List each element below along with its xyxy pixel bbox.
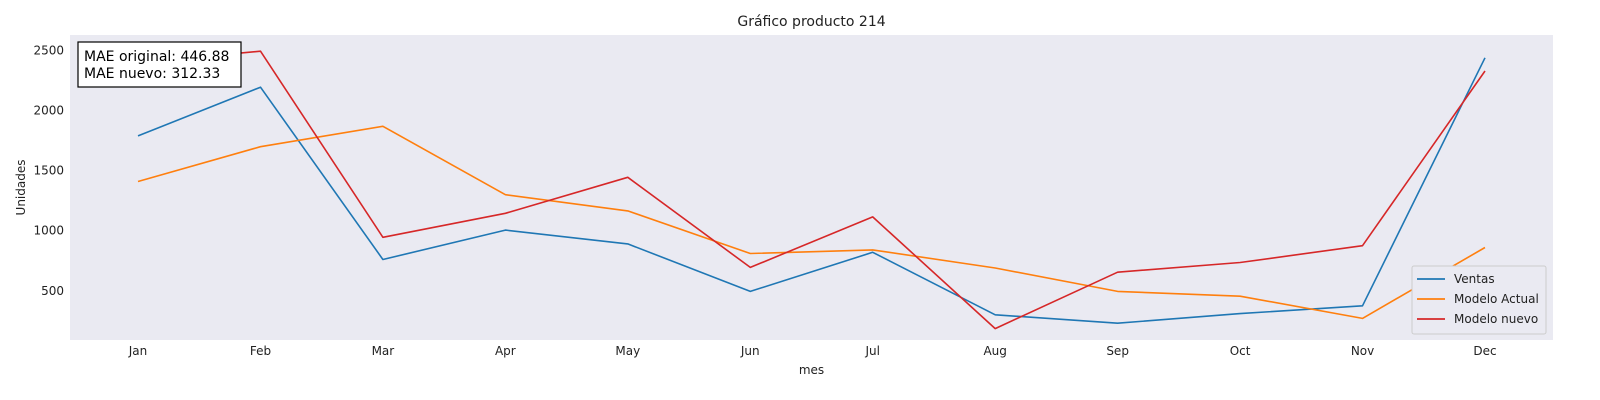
mae-annotation-box: MAE original: 446.88 MAE nuevo: 312.33 xyxy=(77,41,242,88)
x-tick-label: Jul xyxy=(864,344,879,358)
series-layer xyxy=(137,50,1486,330)
legend-frame xyxy=(1411,265,1547,335)
x-axis-ticks: Jan Feb Mar Apr May Jun Jul Aug Sep Oct Nov Dec xyxy=(128,344,1497,358)
x-tick-label: Apr xyxy=(495,344,516,358)
y-axis-label: Unidades xyxy=(14,160,28,216)
y-tick-label: 2000 xyxy=(33,104,64,118)
y-tick-label: 1500 xyxy=(33,164,64,178)
x-tick-label: Jan xyxy=(128,344,148,358)
plot-area xyxy=(70,35,1553,340)
y-tick-label: 2500 xyxy=(33,44,64,58)
series-line xyxy=(137,125,1486,320)
x-tick-label: Sep xyxy=(1106,344,1129,358)
legend-label: Modelo nuevo xyxy=(1454,312,1538,326)
series-line xyxy=(137,57,1486,325)
annotation-mae-original: MAE original: 446.88 xyxy=(84,49,229,65)
y-tick-label: 500 xyxy=(41,284,64,298)
x-axis-label: mes xyxy=(799,363,824,377)
legend-label: Modelo Actual xyxy=(1454,292,1539,306)
x-tick-label: Dec xyxy=(1473,344,1496,358)
legend-label: Ventas xyxy=(1454,272,1495,286)
x-tick-label: Nov xyxy=(1351,344,1374,358)
y-axis-ticks: 500 1000 1500 2000 2500 xyxy=(33,44,64,298)
x-tick-label: Oct xyxy=(1230,344,1251,358)
x-tick-label: Mar xyxy=(372,344,395,358)
annotation-frame xyxy=(77,41,242,88)
annotation-mae-nuevo: MAE nuevo: 312.33 xyxy=(84,66,220,82)
x-tick-label: Jun xyxy=(740,344,760,358)
legend: Ventas Modelo Actual Modelo nuevo xyxy=(1411,265,1547,335)
x-tick-label: Feb xyxy=(250,344,271,358)
x-tick-label: May xyxy=(615,344,640,358)
y-tick-label: 1000 xyxy=(33,224,64,238)
series-line xyxy=(137,50,1486,330)
x-tick-label: Aug xyxy=(983,344,1006,358)
chart-title: Gráfico producto 214 xyxy=(737,14,885,30)
